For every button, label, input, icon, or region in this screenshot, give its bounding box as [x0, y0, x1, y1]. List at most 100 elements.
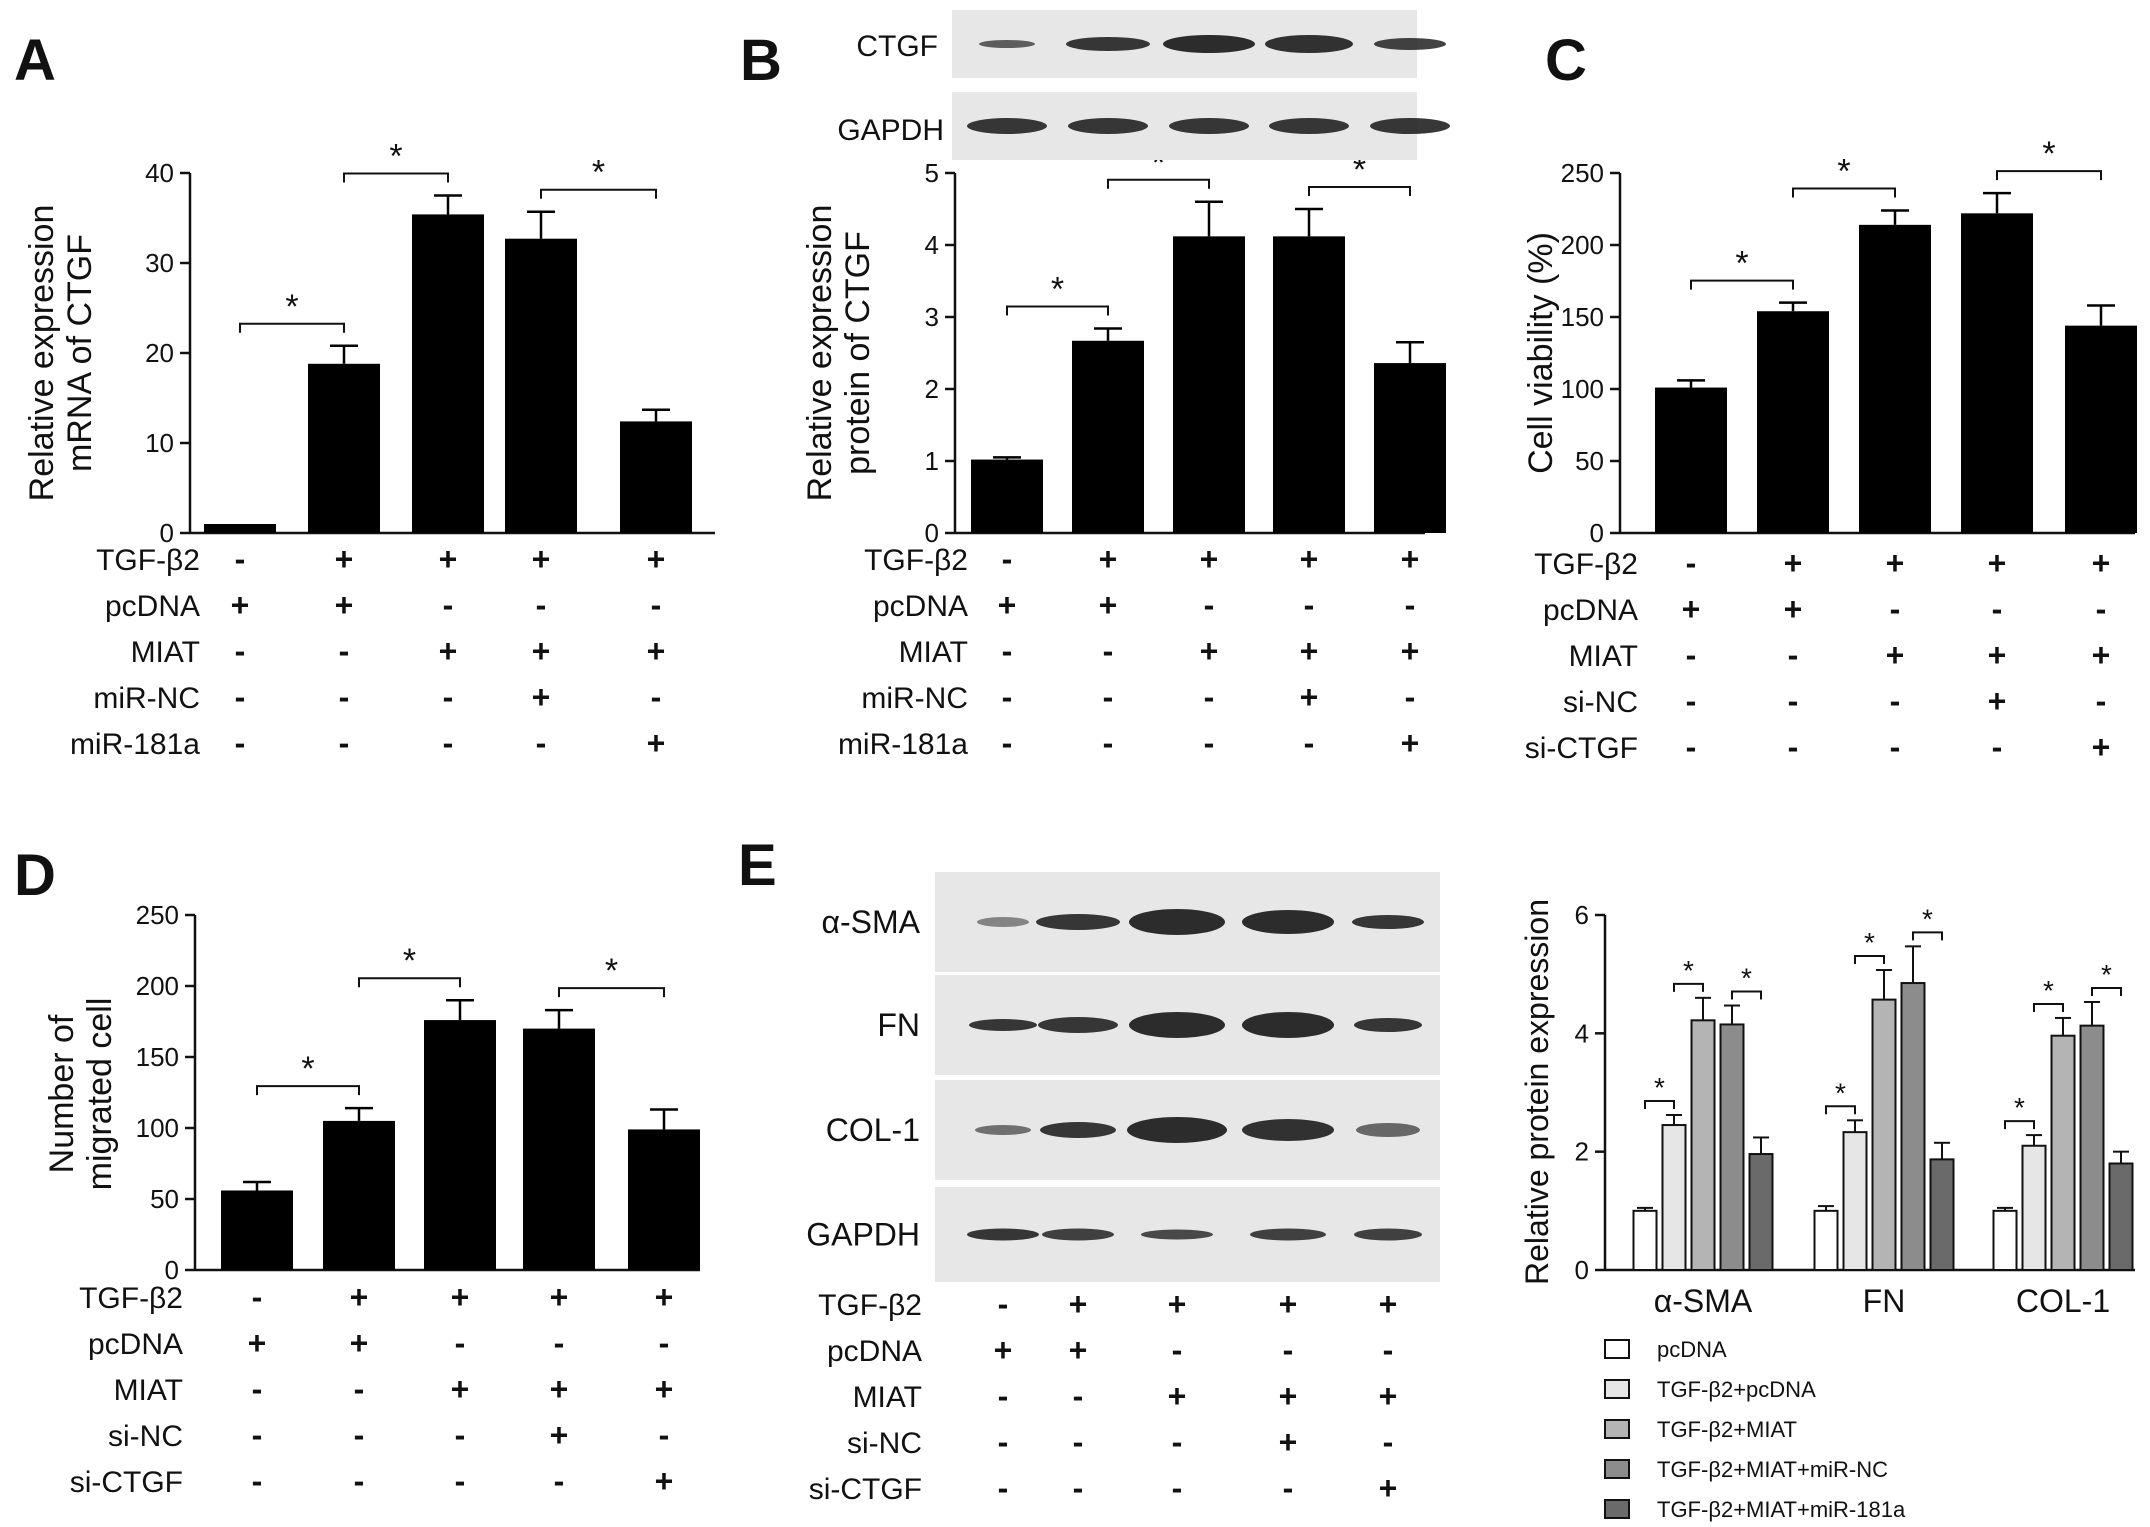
panel-c-condition-sign: + [1784, 591, 1803, 627]
panel-e-bar [2079, 1024, 2105, 1272]
panel-e-y-tick-label: 0 [1575, 1255, 1589, 1285]
panel-e-condition-sign: - [1383, 1332, 1394, 1368]
panel-e-condition-sign: - [998, 1378, 1009, 1414]
panel-e-significance-star: * [1922, 903, 1933, 934]
fn-blot-band [969, 1019, 1037, 1031]
panel-d-y-tick-label: 200 [136, 971, 179, 1001]
panel-c-y-tick-label: 100 [1561, 374, 1604, 404]
panel-b-y-tick-label: 3 [925, 302, 939, 332]
panel-c-significance-bracket [1996, 170, 2102, 181]
panel-a-significance-bracket [343, 172, 449, 183]
legend-swatch [1604, 1499, 1630, 1519]
panel-a-y-tick-label: 20 [145, 338, 174, 368]
panel-d-condition-sign: + [655, 1279, 674, 1315]
panel-e-bar [1748, 1153, 1774, 1271]
ctgf-blot-band [979, 40, 1035, 48]
panel-a-condition-sign: - [235, 679, 246, 715]
panel-c-condition-sign: + [1988, 637, 2007, 673]
panel-b-condition-sign: - [1405, 679, 1416, 715]
panel-a-condition-sign: + [439, 633, 458, 669]
panel-e-condition-sign: - [1383, 1424, 1394, 1460]
panel-a-significance-star: * [592, 154, 605, 192]
panel-e-condition-sign: - [998, 1470, 1009, 1506]
legend-label: TGF-β2+MIAT+miR-181a [1657, 1497, 1906, 1522]
panel-b-significance-bracket [1006, 305, 1109, 316]
panel-a-condition-sign: - [339, 725, 350, 761]
panel-e-significance-bracket [2004, 1120, 2035, 1130]
panel-label-a: A [14, 28, 56, 93]
panel-d-significance-bracket [358, 977, 461, 988]
panel-c-bar [2065, 325, 2137, 533]
fn-label: FN [877, 1007, 920, 1043]
panel-e-bar [1871, 998, 1897, 1271]
panel-d-condition-sign: - [455, 1463, 466, 1499]
panel-c-condition-sign: - [2096, 591, 2107, 627]
panel-b-condition-sign: + [998, 587, 1017, 623]
panel-b-condition-sign: + [1401, 633, 1420, 669]
asma-blot-band [977, 917, 1029, 927]
panel-d-condition-sign: + [451, 1371, 470, 1407]
panel-a-significance-bracket [540, 188, 657, 199]
panel-e-condition-sign: - [1073, 1470, 1084, 1506]
panel-b-condition-sign: + [1300, 633, 1319, 669]
col1-blot-band [1356, 1123, 1420, 1137]
panel-e-x-tick-label: α-SMA [1654, 1283, 1753, 1319]
panel-b-condition-sign: + [1200, 633, 1219, 669]
panel-e-bar [1661, 1124, 1687, 1271]
panel-a-y-tick-label: 10 [145, 428, 174, 458]
panel-d-significance-bracket [256, 1085, 360, 1096]
gapdh-blot-b-band [1169, 118, 1249, 134]
panel-d-condition-sign: - [554, 1463, 565, 1499]
panel-c-condition-sign: + [1784, 545, 1803, 581]
panel-a-bar [204, 524, 276, 533]
panel-e-condition-sign: - [1172, 1424, 1183, 1460]
panel-e-condition-sign: + [1279, 1286, 1298, 1322]
panel-d-condition-sign: + [550, 1371, 569, 1407]
panel-a-condition-sign: + [532, 679, 551, 715]
legend-label: TGF-β2+pcDNA [1657, 1377, 1816, 1402]
panel-d-condition-sign: + [550, 1279, 569, 1315]
panel-b-condition-sign: - [1103, 633, 1114, 669]
panel-d-significance-bracket [558, 987, 665, 998]
panel-a-bar [620, 421, 692, 533]
panel-d-condition-sign: - [354, 1417, 365, 1453]
panel-b-condition-sign: - [1204, 587, 1215, 623]
panel-a-condition-sign: + [532, 541, 551, 577]
panel-c-condition-label: TGF-β2 [1534, 548, 1638, 581]
panel-e-significance-bracket [2033, 1002, 2064, 1012]
asma-blot-band [1036, 914, 1120, 930]
panel-c-condition-sign: - [1992, 729, 2003, 765]
panel-d-condition-sign: + [655, 1463, 674, 1499]
panel-e-condition-label: TGF-β2 [818, 1289, 922, 1322]
panel-b-condition-label: miR-181a [838, 728, 968, 761]
panel-e-bar [1900, 982, 1926, 1272]
panel-c-condition-sign: - [1788, 729, 1799, 765]
panel-e-bar [1813, 1209, 1839, 1272]
panel-e-x-tick-label: COL-1 [2016, 1283, 2110, 1319]
panel-e-significance-bracket [1854, 955, 1885, 965]
panel-d-condition-sign: - [659, 1325, 670, 1361]
panel-b-significance-bracket [1107, 178, 1210, 189]
legend-label: TGF-β2+MIAT+miR-NC [1657, 1457, 1888, 1482]
panel-a-bar [412, 214, 484, 533]
panel-b-condition-sign: + [1401, 725, 1420, 761]
panel-d-condition-sign: + [451, 1279, 470, 1315]
panel-e-significance-bracket [1644, 1099, 1675, 1109]
panel-d-condition-sign: + [350, 1279, 369, 1315]
panel-c-condition-label: MIAT [1569, 640, 1638, 673]
panel-b-significance-bracket [1308, 186, 1411, 196]
panel-d-condition-sign: - [659, 1417, 670, 1453]
panel-e-significance-star: * [1741, 963, 1752, 994]
panel-d-y-axis-label: Number of [43, 1014, 81, 1173]
panel-c-bar [1655, 387, 1727, 533]
legend-swatch [1604, 1379, 1630, 1399]
col1-blot-band [1127, 1117, 1227, 1143]
panel-b-condition-sign: + [1300, 679, 1319, 715]
panel-c-condition-sign: + [1988, 683, 2007, 719]
fn-blot-band [1038, 1017, 1118, 1033]
panel-b-bar [1072, 340, 1144, 533]
panel-a-condition-label: pcDNA [105, 590, 200, 623]
panel-c-y-tick-label: 250 [1561, 158, 1604, 188]
panel-c-condition-sign: - [1890, 729, 1901, 765]
